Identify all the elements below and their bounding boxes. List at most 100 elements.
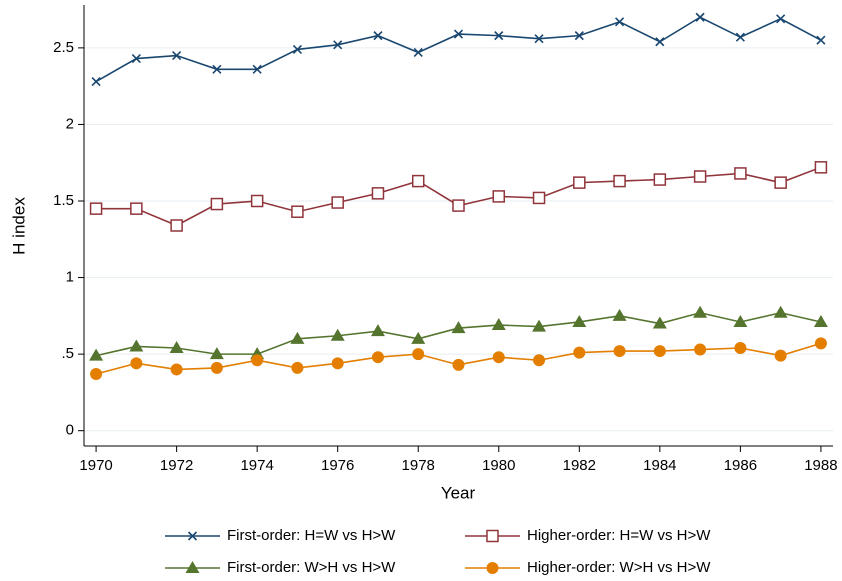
x-tick-label: 1972 [160,457,193,474]
data-point [776,14,786,24]
data-point [653,173,667,186]
data-point [89,348,104,361]
x-tick-label: 1982 [563,457,596,474]
data-point [252,64,262,74]
data-point [694,343,707,356]
data-point [574,31,584,41]
data-point [170,363,183,376]
data-point [292,44,302,54]
data-point [291,205,304,218]
data-point [131,54,141,64]
data-point [411,331,426,344]
data-point [491,318,506,331]
data-point [90,368,103,381]
data-point [172,50,182,61]
data-point [573,176,586,189]
data-point [330,328,345,341]
data-point [169,341,184,353]
data-point [452,199,465,212]
data-point [492,190,506,203]
y-axis-title: H index [9,197,28,255]
data-point [210,197,224,211]
data-point [532,191,546,205]
x-tick-label: 1980 [482,457,515,474]
data-point [210,361,223,374]
x-tick-label: 1986 [724,457,757,474]
data-point [612,308,627,321]
data-point [291,361,304,374]
legend-label: Higher-order: H=W vs H>W [527,527,711,544]
series-line [95,16,822,83]
data-point [572,314,587,327]
data-point [373,31,383,41]
legend-label: Higher-order: W>H vs H>W [527,559,711,576]
legend-marker [486,562,499,574]
y-tick-label: 0 [66,422,74,439]
data-point [370,324,385,337]
data-point [733,314,748,327]
legend-marker [185,561,200,573]
data-point [774,176,787,189]
data-point [773,305,788,318]
x-tick-label: 1984 [643,457,676,474]
data-point [371,351,384,364]
x-axis-title: Year [441,483,476,502]
data-point [333,40,343,50]
data-point [653,345,666,358]
data-point [613,345,626,358]
x-tick-label: 1976 [321,457,354,474]
data-point [814,337,827,350]
data-point [816,35,826,45]
data-point [655,37,665,47]
y-tick-label: .5 [61,345,74,362]
series-line [96,166,822,227]
legend-marker [187,531,198,541]
data-point [734,167,747,180]
y-tick-label: 1 [66,269,74,286]
data-point [532,319,547,332]
x-tick-label: 1988 [804,457,837,474]
data-point [693,305,708,318]
data-point [814,161,828,174]
legend-label: First-order: W>H vs H>W [227,559,396,576]
data-point [534,34,544,44]
data-point [331,357,344,370]
data-point [652,316,667,329]
x-tick-label: 1978 [402,457,435,474]
data-point [734,342,747,354]
data-point [613,174,626,188]
data-point [533,354,546,367]
data-point [251,354,264,367]
data-point [170,219,183,232]
data-point [494,31,504,41]
y-tick-label: 1.5 [53,192,74,209]
data-point [130,202,143,215]
x-tick-label: 1974 [240,457,273,474]
data-point [209,347,224,360]
data-point [250,194,264,208]
data-point [453,29,464,39]
y-tick-label: 2 [66,115,74,132]
data-point [212,64,222,74]
data-point [813,314,828,327]
data-point [412,348,425,361]
data-point [413,47,423,58]
data-point [693,170,707,183]
data-point [130,357,143,370]
data-point [695,12,705,22]
legend-marker [486,529,499,543]
data-point [89,202,103,215]
y-tick-label: 2.5 [53,39,74,56]
data-point [411,174,425,188]
data-point [129,339,144,352]
x-tick-label: 1970 [79,457,112,474]
data-point [492,351,505,364]
data-point [452,358,465,371]
data-point [290,331,305,344]
data-point [91,76,101,87]
data-point [331,196,344,209]
data-point [774,349,787,362]
data-point [735,32,745,42]
data-point [573,346,586,359]
